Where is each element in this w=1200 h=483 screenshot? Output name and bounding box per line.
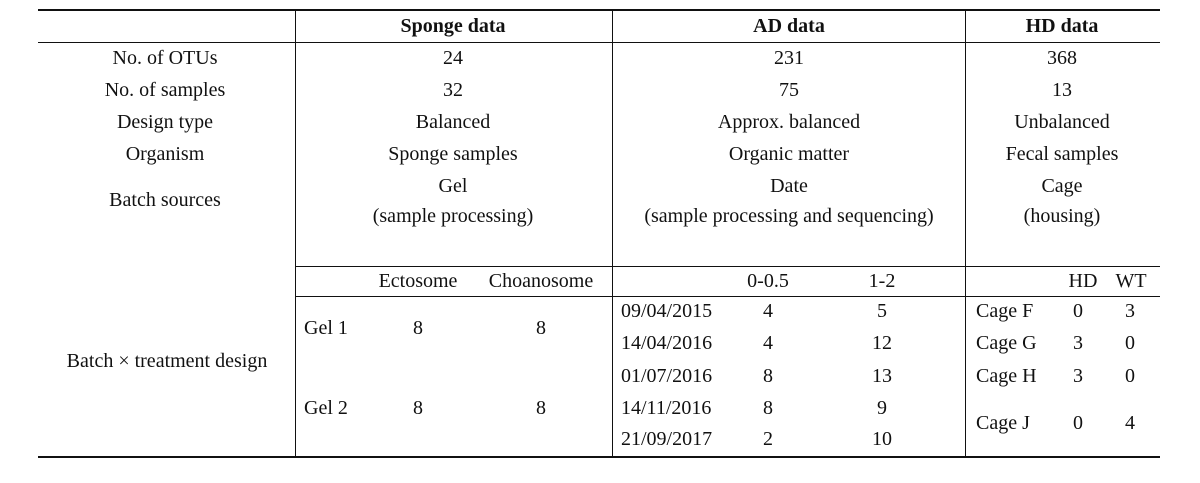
sponge-batch-line-2: (sample processing) — [372, 205, 534, 227]
hd-design-type: Unbalanced — [1014, 111, 1110, 133]
hd-otus: 368 — [1047, 47, 1077, 69]
hd-cage-g-hd: 3 — [1073, 332, 1083, 354]
sponge-gel-1-ectosome: 8 — [413, 317, 423, 339]
hd-cage-g-wt: 0 — [1125, 332, 1135, 354]
sponge-samples: 32 — [443, 79, 463, 101]
col-divider-3 — [965, 9, 966, 457]
ad-col-1-2: 1-2 — [868, 270, 896, 292]
ad-date-1-high: 5 — [877, 300, 887, 322]
row-label-organism: Organism — [125, 143, 205, 165]
hd-batch-cage-f: Cage F — [976, 300, 1034, 322]
ad-samples: 75 — [779, 79, 799, 101]
header-rule — [38, 42, 1160, 43]
ad-design-type: Approx. balanced — [717, 111, 861, 133]
sponge-col-ectosome: Ectosome — [378, 270, 458, 292]
ad-date-4-high: 9 — [877, 397, 887, 419]
ad-date-5-low: 2 — [763, 428, 773, 450]
sponge-organism: Sponge samples — [388, 143, 518, 165]
ad-date-3-low: 8 — [763, 365, 773, 387]
hd-batch-cage-g: Cage G — [976, 332, 1037, 354]
sponge-gel-1-choanosome: 8 — [536, 317, 546, 339]
top-rule — [38, 9, 1160, 11]
hd-cage-h-wt: 0 — [1125, 365, 1135, 387]
ad-batch-date-1: 09/04/2015 — [621, 300, 713, 322]
col-divider-1 — [295, 9, 296, 457]
ad-organism: Organic matter — [728, 143, 850, 165]
sponge-gel-2-ectosome: 8 — [413, 397, 423, 419]
col-divider-2 — [612, 9, 613, 457]
ad-date-3-high: 13 — [872, 365, 892, 387]
header-hd: HD data — [1025, 15, 1099, 37]
sponge-design-type: Balanced — [415, 111, 491, 133]
ad-batch-date-2: 14/04/2016 — [621, 332, 713, 354]
hd-col-hd: HD — [1068, 270, 1098, 292]
hd-cage-j-wt: 4 — [1125, 412, 1135, 434]
ad-date-2-high: 12 — [872, 332, 892, 354]
hd-samples: 13 — [1052, 79, 1072, 101]
sponge-batch-line-1: Gel — [438, 175, 468, 197]
hd-batch-line-1: Cage — [1041, 175, 1083, 197]
hd-batch-cage-j: Cage J — [976, 412, 1030, 434]
sponge-batch-gel-2: Gel 2 — [304, 397, 348, 419]
row-label-samples: No. of samples — [104, 79, 226, 101]
hd-col-wt: WT — [1115, 270, 1147, 292]
ad-batch-date-4: 14/11/2016 — [621, 397, 712, 419]
sponge-col-choanosome: Choanosome — [488, 270, 594, 292]
hd-organism: Fecal samples — [1005, 143, 1119, 165]
header-ad: AD data — [753, 15, 825, 37]
ad-batch-date-3: 01/07/2016 — [621, 365, 713, 387]
row-label-design: Design type — [116, 111, 214, 133]
hd-cage-j-hd: 0 — [1073, 412, 1083, 434]
ad-date-1-low: 4 — [763, 300, 773, 322]
ad-batch-line-1: Date — [770, 175, 808, 197]
hd-cage-h-hd: 3 — [1073, 365, 1083, 387]
header-sponge: Sponge data — [400, 15, 506, 37]
hd-batch-line-2: (housing) — [1023, 205, 1101, 227]
subheader-top-rule — [295, 266, 1160, 267]
hd-batch-cage-h: Cage H — [976, 365, 1037, 387]
ad-batch-line-2: (sample processing and sequencing) — [644, 205, 934, 227]
ad-otus: 231 — [774, 47, 804, 69]
hd-cage-f-wt: 3 — [1125, 300, 1135, 322]
sponge-batch-gel-1: Gel 1 — [304, 317, 348, 339]
hd-cage-f-hd: 0 — [1073, 300, 1083, 322]
sponge-gel-2-choanosome: 8 — [536, 397, 546, 419]
ad-date-4-low: 8 — [763, 397, 773, 419]
ad-batch-date-5: 21/09/2017 — [621, 428, 713, 450]
bottom-rule — [38, 456, 1160, 458]
ad-date-5-high: 10 — [872, 428, 892, 450]
row-label-batch-treatment: Batch × treatment design — [66, 350, 268, 372]
row-label-otus: No. of OTUs — [112, 47, 218, 69]
ad-date-2-low: 4 — [763, 332, 773, 354]
subheader-bottom-rule — [295, 296, 1160, 297]
row-label-batch: Batch sources — [109, 189, 221, 211]
ad-col-0-0.5: 0-0.5 — [747, 270, 789, 292]
sponge-otus: 24 — [443, 47, 463, 69]
